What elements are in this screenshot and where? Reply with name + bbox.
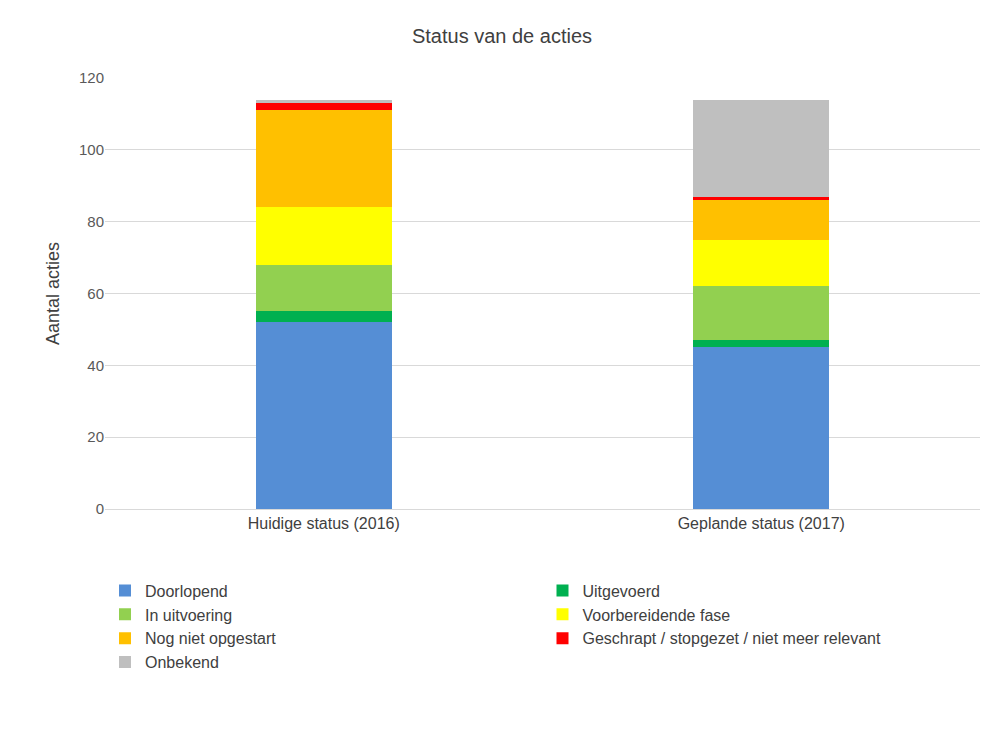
svg-text:Onbekend: Onbekend xyxy=(145,654,219,671)
svg-text:100: 100 xyxy=(79,141,104,158)
svg-text:Doorlopend: Doorlopend xyxy=(145,583,228,600)
svg-text:40: 40 xyxy=(87,357,104,374)
svg-text:Uitgevoerd: Uitgevoerd xyxy=(583,583,660,600)
svg-text:Nog niet opgestart: Nog niet opgestart xyxy=(145,630,276,647)
svg-text:Huidige status (2016): Huidige status (2016) xyxy=(248,515,400,532)
svg-text:120: 120 xyxy=(79,69,104,86)
svg-text:Geschrapt / stopgezet / niet m: Geschrapt / stopgezet / niet meer releva… xyxy=(583,630,881,647)
svg-text:Voorbereidende fase: Voorbereidende fase xyxy=(583,607,731,624)
svg-text:20: 20 xyxy=(87,428,104,445)
svg-text:0: 0 xyxy=(96,500,104,517)
svg-text:Aantal acties: Aantal acties xyxy=(43,242,63,345)
svg-text:80: 80 xyxy=(87,213,104,230)
svg-text:Geplande status (2017): Geplande status (2017) xyxy=(678,515,845,532)
svg-text:In uitvoering: In uitvoering xyxy=(145,607,232,624)
svg-text:Status van de acties: Status van de acties xyxy=(412,25,592,47)
svg-text:60: 60 xyxy=(87,285,104,302)
